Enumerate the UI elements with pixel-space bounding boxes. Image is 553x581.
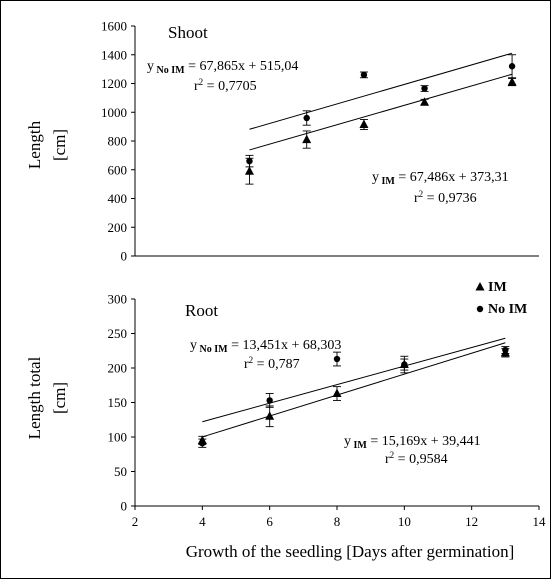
circle-marker: [333, 355, 341, 363]
circle-marker: [199, 440, 206, 447]
regression-equation: y No IM = 13,451x + 68,303: [190, 338, 341, 355]
legend: IM No IM: [475, 280, 527, 317]
equation-y: y: [372, 170, 379, 185]
y-tick-label: 1600: [101, 19, 127, 34]
circle-marker: [421, 85, 428, 92]
y-tick-label: 250: [108, 326, 128, 341]
x-tick-label: 2: [132, 514, 139, 529]
circle-marker: [401, 361, 408, 368]
circle-marker: [476, 305, 484, 313]
trend-line: [249, 52, 513, 130]
y-axis-label: Length: [25, 120, 44, 169]
circle-marker: [502, 346, 509, 354]
triangle-marker: [475, 282, 485, 291]
panel-title: Root: [185, 301, 218, 320]
r2-r: r: [244, 357, 249, 372]
r2-r: r: [194, 79, 199, 94]
legend-label: No IM: [488, 302, 527, 317]
equation-subscript: No IM: [154, 65, 185, 76]
triangle-marker: [244, 166, 254, 175]
circle-marker: [508, 63, 516, 70]
x-tick-label: 12: [465, 514, 478, 529]
y-tick-label: 1000: [101, 105, 127, 120]
equation-body: = 67,486x + 373,31: [395, 170, 509, 185]
x-tick-label: 4: [199, 514, 206, 529]
y-axis-label: [cm]: [50, 382, 69, 414]
y-tick-label: 400: [108, 191, 128, 206]
equation-body: = 13,451x + 68,303: [228, 338, 342, 353]
y-tick-label: 200: [108, 361, 128, 376]
r2-value: = 0,787: [253, 357, 299, 372]
r2-value: = 0,9584: [394, 452, 447, 467]
circle-marker: [266, 397, 273, 404]
r2-superscript: 2: [199, 77, 204, 87]
equation-subscript: No IM: [197, 344, 228, 355]
regression-equation: y IM = 15,169x + 39,441: [344, 434, 481, 451]
r2-value: = 0,9736: [423, 191, 476, 206]
circle-marker: [303, 114, 310, 122]
shoot-panel: 0 200 400 600 800 1000 1200 1400 1600 Shoot Length…: [25, 19, 539, 264]
y-axis-label: Length total: [25, 356, 44, 439]
y-tick-label: 200: [108, 220, 128, 235]
equation-subscript: IM: [379, 176, 395, 187]
r-squared: r2 = 0,9584: [385, 450, 448, 467]
circle-marker: [360, 71, 368, 79]
r-squared: r2 = 0,9736: [414, 189, 477, 206]
equation-subscript: IM: [351, 440, 367, 451]
y-tick-label: 1400: [101, 47, 127, 62]
r2-superscript: 2: [390, 450, 395, 460]
x-tick-label: 8: [334, 514, 341, 529]
trend-line: [202, 342, 506, 438]
equation-y: y: [190, 338, 197, 353]
y-tick-label: 1200: [101, 76, 127, 91]
circle-marker: [246, 157, 253, 165]
panel-title: Shoot: [168, 23, 208, 42]
y-tick-label: 0: [121, 249, 128, 264]
trend-line: [249, 73, 513, 151]
root-panel: 0 50 100 150 200 250 300 2 4 6 8 10 12 14 Growth of th…: [25, 280, 546, 561]
equation-body: = 67,865x + 515,04: [185, 59, 299, 74]
legend-label: IM: [488, 280, 507, 295]
r2-superscript: 2: [419, 189, 424, 199]
x-tick-label: 14: [533, 514, 547, 529]
r2-r: r: [385, 452, 390, 467]
series-no-im: [198, 337, 510, 448]
triangle-marker: [302, 134, 312, 144]
x-tick-label: 6: [266, 514, 273, 529]
equation-y: y: [344, 434, 351, 449]
x-tick-label: 10: [398, 514, 411, 529]
series-no-im: [245, 52, 517, 168]
triangle-marker: [507, 77, 517, 86]
y-tick-label: 600: [108, 162, 128, 177]
equation-body: = 15,169x + 39,441: [367, 434, 481, 449]
r-squared: r2 = 0,787: [244, 355, 300, 372]
r2-value: = 0,7705: [203, 79, 256, 94]
y-tick-label: 300: [108, 292, 128, 307]
regression-equation: y No IM = 67,865x + 515,04: [147, 59, 298, 76]
y-tick-label: 50: [114, 464, 127, 479]
regression-equation: y IM = 67,486x + 373,31: [372, 170, 509, 187]
x-axis-label: Growth of the seedling [Days after germi…: [186, 542, 515, 561]
y-axis-label: [cm]: [50, 129, 69, 161]
y-tick-label: 100: [108, 430, 128, 445]
r2-superscript: 2: [249, 355, 254, 365]
triangle-marker: [420, 97, 430, 106]
r2-r: r: [414, 191, 419, 206]
r-squared: r2 = 0,7705: [194, 77, 257, 94]
trend-line: [202, 337, 506, 423]
triangle-marker: [359, 119, 369, 128]
y-tick-label: 0: [121, 499, 128, 514]
y-tick-label: 800: [108, 134, 128, 149]
equation-y: y: [147, 59, 154, 74]
triangle-marker: [265, 411, 275, 420]
y-tick-label: 150: [108, 395, 128, 410]
triangle-marker: [332, 388, 342, 398]
